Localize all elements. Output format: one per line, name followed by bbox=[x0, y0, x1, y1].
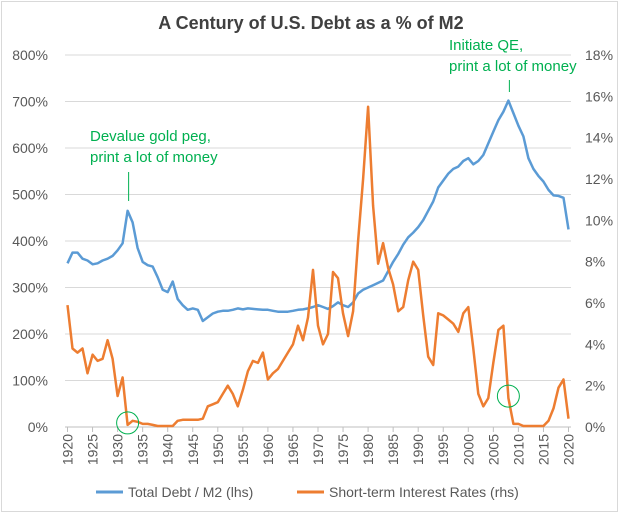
x-tick-label: 1975 bbox=[335, 434, 351, 465]
y-left-tick-label: 400% bbox=[12, 233, 48, 249]
legend-label: Short-term Interest Rates (rhs) bbox=[329, 484, 519, 500]
x-tick-label: 1930 bbox=[110, 434, 126, 465]
annotation-text: Initiate QE, bbox=[449, 37, 523, 54]
x-tick-label: 1990 bbox=[410, 434, 426, 465]
x-tick-label: 2010 bbox=[510, 434, 526, 465]
x-tick-label: 1965 bbox=[285, 434, 301, 465]
x-tick-label: 1980 bbox=[360, 434, 376, 465]
y-right-tick-label: 6% bbox=[585, 295, 605, 311]
highlight-circle bbox=[116, 411, 140, 435]
y-left-tick-label: 0% bbox=[28, 419, 48, 435]
x-tick-label: 1955 bbox=[235, 434, 251, 465]
y-right-tick-label: 2% bbox=[585, 378, 605, 394]
annotation-text: print a lot of money bbox=[449, 58, 577, 75]
y-left-tick-label: 300% bbox=[12, 280, 48, 296]
y-right-tick-label: 18% bbox=[585, 47, 613, 63]
x-tick-label: 1945 bbox=[185, 434, 201, 465]
legend-label: Total Debt / M2 (lhs) bbox=[128, 484, 253, 500]
y-right-tick-label: 14% bbox=[585, 130, 613, 146]
x-tick-label: 1995 bbox=[435, 434, 451, 465]
x-tick-label: 1940 bbox=[160, 434, 176, 465]
y-left-tick-label: 200% bbox=[12, 326, 48, 342]
annotations: Devalue gold peg, print a lot of money Ini… bbox=[90, 37, 577, 435]
y-right-tick-label: 10% bbox=[585, 212, 613, 228]
x-tick-label: 2015 bbox=[535, 434, 551, 465]
legend: Total Debt / M2 (lhs) Short-term Interest… bbox=[96, 484, 519, 500]
y-left-tick-label: 500% bbox=[12, 187, 48, 203]
x-tick-label: 1985 bbox=[385, 434, 401, 465]
x-tick-label: 1935 bbox=[135, 434, 151, 465]
x-tick-label: 2000 bbox=[460, 434, 476, 465]
x-axis: 1920 1925 1930 1935 1940 1945 1950 1955 1960 1965… bbox=[60, 426, 576, 465]
x-tick-label: 1970 bbox=[310, 434, 326, 465]
x-tick-label: 1960 bbox=[260, 434, 276, 465]
y-left-tick-label: 700% bbox=[12, 94, 48, 110]
annotation-text: Devalue gold peg, bbox=[90, 128, 211, 145]
y-axis-right: 0% 2% 4% 6% 8% 10% 12% 14% 16% 18% bbox=[585, 47, 613, 435]
y-right-tick-label: 0% bbox=[585, 419, 605, 435]
series-line-2 bbox=[66, 105, 570, 428]
y-left-tick-label: 600% bbox=[12, 140, 48, 156]
y-right-tick-label: 16% bbox=[585, 88, 613, 104]
gridlines bbox=[65, 54, 571, 381]
x-tick-label: 1925 bbox=[85, 434, 101, 465]
x-tick-label: 2020 bbox=[560, 434, 576, 465]
highlight-circle bbox=[496, 384, 520, 408]
chart-title: A Century of U.S. Debt as a % of M2 bbox=[158, 13, 463, 33]
y-right-tick-label: 8% bbox=[585, 254, 605, 270]
series-line-1 bbox=[66, 99, 570, 323]
series-lines bbox=[66, 99, 570, 428]
x-tick-label: 2005 bbox=[485, 434, 501, 465]
x-tick-label: 1950 bbox=[210, 434, 226, 465]
y-right-tick-label: 12% bbox=[585, 171, 613, 187]
y-left-tick-label: 800% bbox=[12, 47, 48, 63]
y-left-tick-label: 100% bbox=[12, 373, 48, 389]
annotation-text: print a lot of money bbox=[90, 149, 218, 166]
y-axis-left: 0% 100% 200% 300% 400% 500% 600% 700% 800% bbox=[12, 47, 48, 435]
x-tick-label: 1920 bbox=[60, 434, 76, 465]
y-right-tick-label: 4% bbox=[585, 336, 605, 352]
